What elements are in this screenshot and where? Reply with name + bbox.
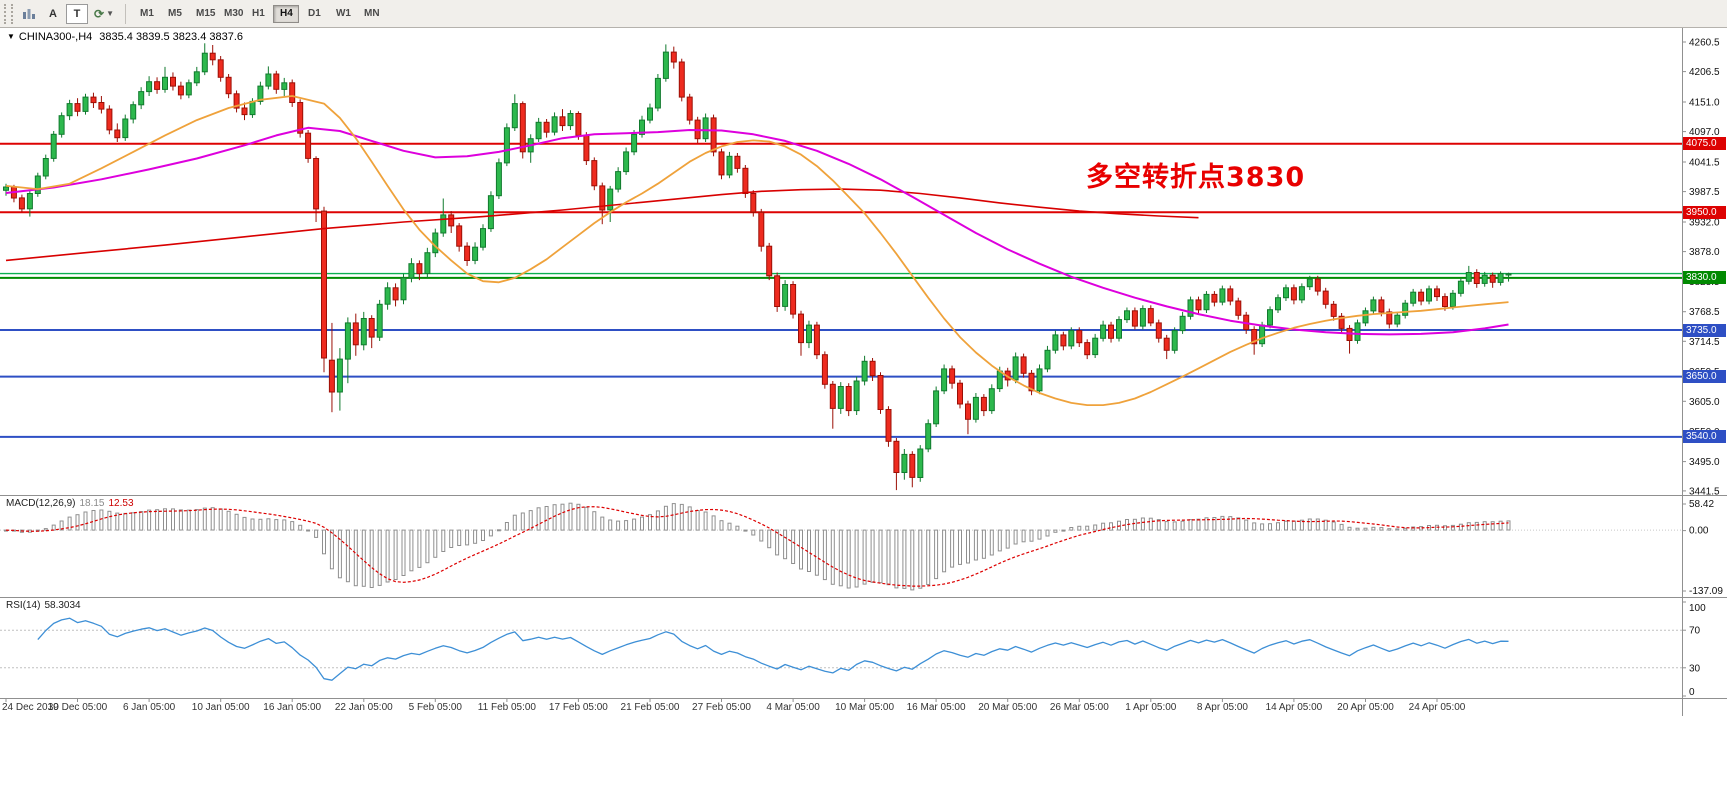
price-tick-label: 4206.5 [1689, 67, 1720, 78]
time-label: 16 Mar 05:00 [907, 702, 966, 713]
time-label: 17 Feb 05:00 [549, 702, 608, 713]
ma-fast-orange-line [5, 95, 1509, 406]
price-tick-label: 3768.5 [1689, 307, 1720, 318]
chart-title: ▼ CHINA300-,H4 3835.4 3839.5 3823.4 3837.6 [7, 31, 243, 43]
time-label: 22 Jan 05:00 [335, 702, 393, 713]
macd-axis-label: 0.00 [1689, 526, 1709, 537]
price-level-box: 3540.0 [1683, 430, 1726, 443]
price-level-box: 3650.0 [1683, 370, 1726, 383]
macd-axis-label: -137.09 [1689, 586, 1723, 597]
timeframe-d1-button[interactable]: D1 [301, 5, 327, 23]
time-label: 10 Jan 05:00 [192, 702, 250, 713]
price-level-box: 3735.0 [1683, 324, 1726, 337]
rsi-axis-label: 100 [1689, 603, 1706, 614]
price-level-box: 3830.0 [1683, 271, 1726, 284]
timeframe-h4-button[interactable]: H4 [272, 4, 299, 23]
rsi-panel[interactable]: 100 70 30 0 [0, 601, 1706, 698]
panel-separators[interactable] [0, 495, 1727, 699]
timeframe-m15-button[interactable]: M15 [189, 5, 215, 23]
price-tick-label: 3605.0 [1689, 397, 1720, 408]
tool-a-label: A [49, 7, 57, 20]
timeframe-group: M1 M5 M15 M30 H1 H4 D1 W1 MN [132, 4, 384, 23]
rsi-axis-label: 70 [1689, 626, 1701, 637]
rsi-value: 58.3034 [44, 600, 81, 611]
time-label: 21 Feb 05:00 [621, 702, 680, 713]
new-chart-button[interactable] [18, 4, 40, 24]
horizontal-levels[interactable] [0, 142, 1682, 438]
ohlc-values: 3835.4 3839.5 3823.4 3837.6 [99, 31, 244, 43]
candles-layer [3, 43, 1512, 491]
caret-down-icon: ▼ [106, 9, 114, 18]
tool-t-label: T [73, 7, 81, 20]
symbol-period-label: CHINA300-,H4 [18, 31, 93, 43]
chart-canvas[interactable]: 4260.5 4206.5 4151.0 4097.0 4041.5 3987.5 3932… [0, 28, 1727, 794]
timeframe-w1-button[interactable]: W1 [329, 5, 355, 23]
time-label: 14 Apr 05:00 [1266, 702, 1323, 713]
price-tick-label: 4151.0 [1689, 98, 1720, 109]
price-tick-label: 3987.5 [1689, 187, 1720, 198]
time-label: 6 Jan 05:00 [123, 702, 176, 713]
cursor-tool-button[interactable]: A [42, 4, 64, 24]
price-tick-label: 4097.0 [1689, 127, 1720, 138]
time-label: 10 Mar 05:00 [835, 702, 894, 713]
price-tick-label: 4041.5 [1689, 158, 1720, 169]
chart-icon [23, 9, 35, 19]
rsi-line [37, 617, 1509, 681]
price-tick-label: 3878.0 [1689, 247, 1720, 258]
rsi-name: RSI(14) [6, 600, 41, 611]
rsi-axis-label: 0 [1689, 687, 1695, 698]
timeframe-mn-button[interactable]: MN [357, 5, 383, 23]
time-label: 4 Mar 05:00 [766, 702, 820, 713]
time-label: 5 Feb 05:00 [409, 702, 463, 713]
price-tick-label: 3932.0 [1689, 218, 1720, 229]
toolbar: A T ⟳ ▼ M1 M5 M15 M30 H1 H4 D1 W1 MN [0, 0, 1727, 28]
macd-signal-value: 12.53 [108, 498, 134, 509]
time-label: 27 Feb 05:00 [692, 702, 751, 713]
collapse-triangle-icon: ▼ [7, 32, 15, 41]
price-level-box: 4075.0 [1683, 137, 1726, 150]
macd-label: MACD(12,26,9) 18.15 12.53 [6, 498, 134, 509]
toolbar-grip[interactable] [4, 3, 13, 24]
timeframe-m5-button[interactable]: M5 [161, 5, 187, 23]
time-label: 20 Apr 05:00 [1337, 702, 1394, 713]
timeframe-h1-button[interactable]: H1 [245, 5, 271, 23]
macd-axis-label: 58.42 [1689, 499, 1714, 510]
price-tick-label: 3441.5 [1689, 486, 1720, 497]
time-label: 30 Dec 05:00 [48, 702, 108, 713]
cycle-icon: ⟳ [94, 6, 105, 21]
time-label: 16 Jan 05:00 [263, 702, 321, 713]
price-axis[interactable]: 4260.5 4206.5 4151.0 4097.0 4041.5 3987.5 3932… [1682, 28, 1720, 716]
time-label: 11 Feb 05:00 [478, 702, 537, 713]
chart-window[interactable]: 4260.5 4206.5 4151.0 4097.0 4041.5 3987.5 3932… [0, 28, 1727, 794]
ma-slow-red-line [5, 188, 1199, 262]
toolbar-separator [124, 3, 126, 24]
macd-signal-line [5, 506, 1509, 587]
rsi-label: RSI(14) 58.3034 [6, 600, 81, 611]
timeframe-m30-button[interactable]: M30 [217, 5, 243, 23]
time-label: 8 Apr 05:00 [1197, 702, 1249, 713]
text-tool-button[interactable]: T [66, 3, 88, 24]
ma-medium-magenta-line [5, 126, 1509, 336]
macd-main-value: 18.15 [79, 498, 105, 509]
price-tick-label: 4260.5 [1689, 38, 1720, 49]
chart-annotation: 多空转折点3830 [1086, 162, 1306, 193]
time-label: 26 Mar 05:00 [1050, 702, 1109, 713]
price-level-box: 3950.0 [1683, 206, 1726, 219]
price-tick-label: 3495.0 [1689, 457, 1720, 468]
price-tick-label: 3714.5 [1689, 337, 1720, 348]
time-label: 20 Mar 05:00 [978, 702, 1037, 713]
time-label: 1 Apr 05:00 [1125, 702, 1177, 713]
time-label: 24 Apr 05:00 [1409, 702, 1466, 713]
templates-dropdown-button[interactable]: ⟳ ▼ [90, 4, 118, 24]
macd-name: MACD(12,26,9) [6, 498, 76, 509]
macd-panel[interactable]: 58.42 0.00 -137.09 [0, 499, 1723, 597]
rsi-axis-label: 30 [1689, 663, 1701, 674]
timeframe-m1-button[interactable]: M1 [133, 5, 159, 23]
time-label: 24 Dec 2019 [2, 702, 59, 713]
